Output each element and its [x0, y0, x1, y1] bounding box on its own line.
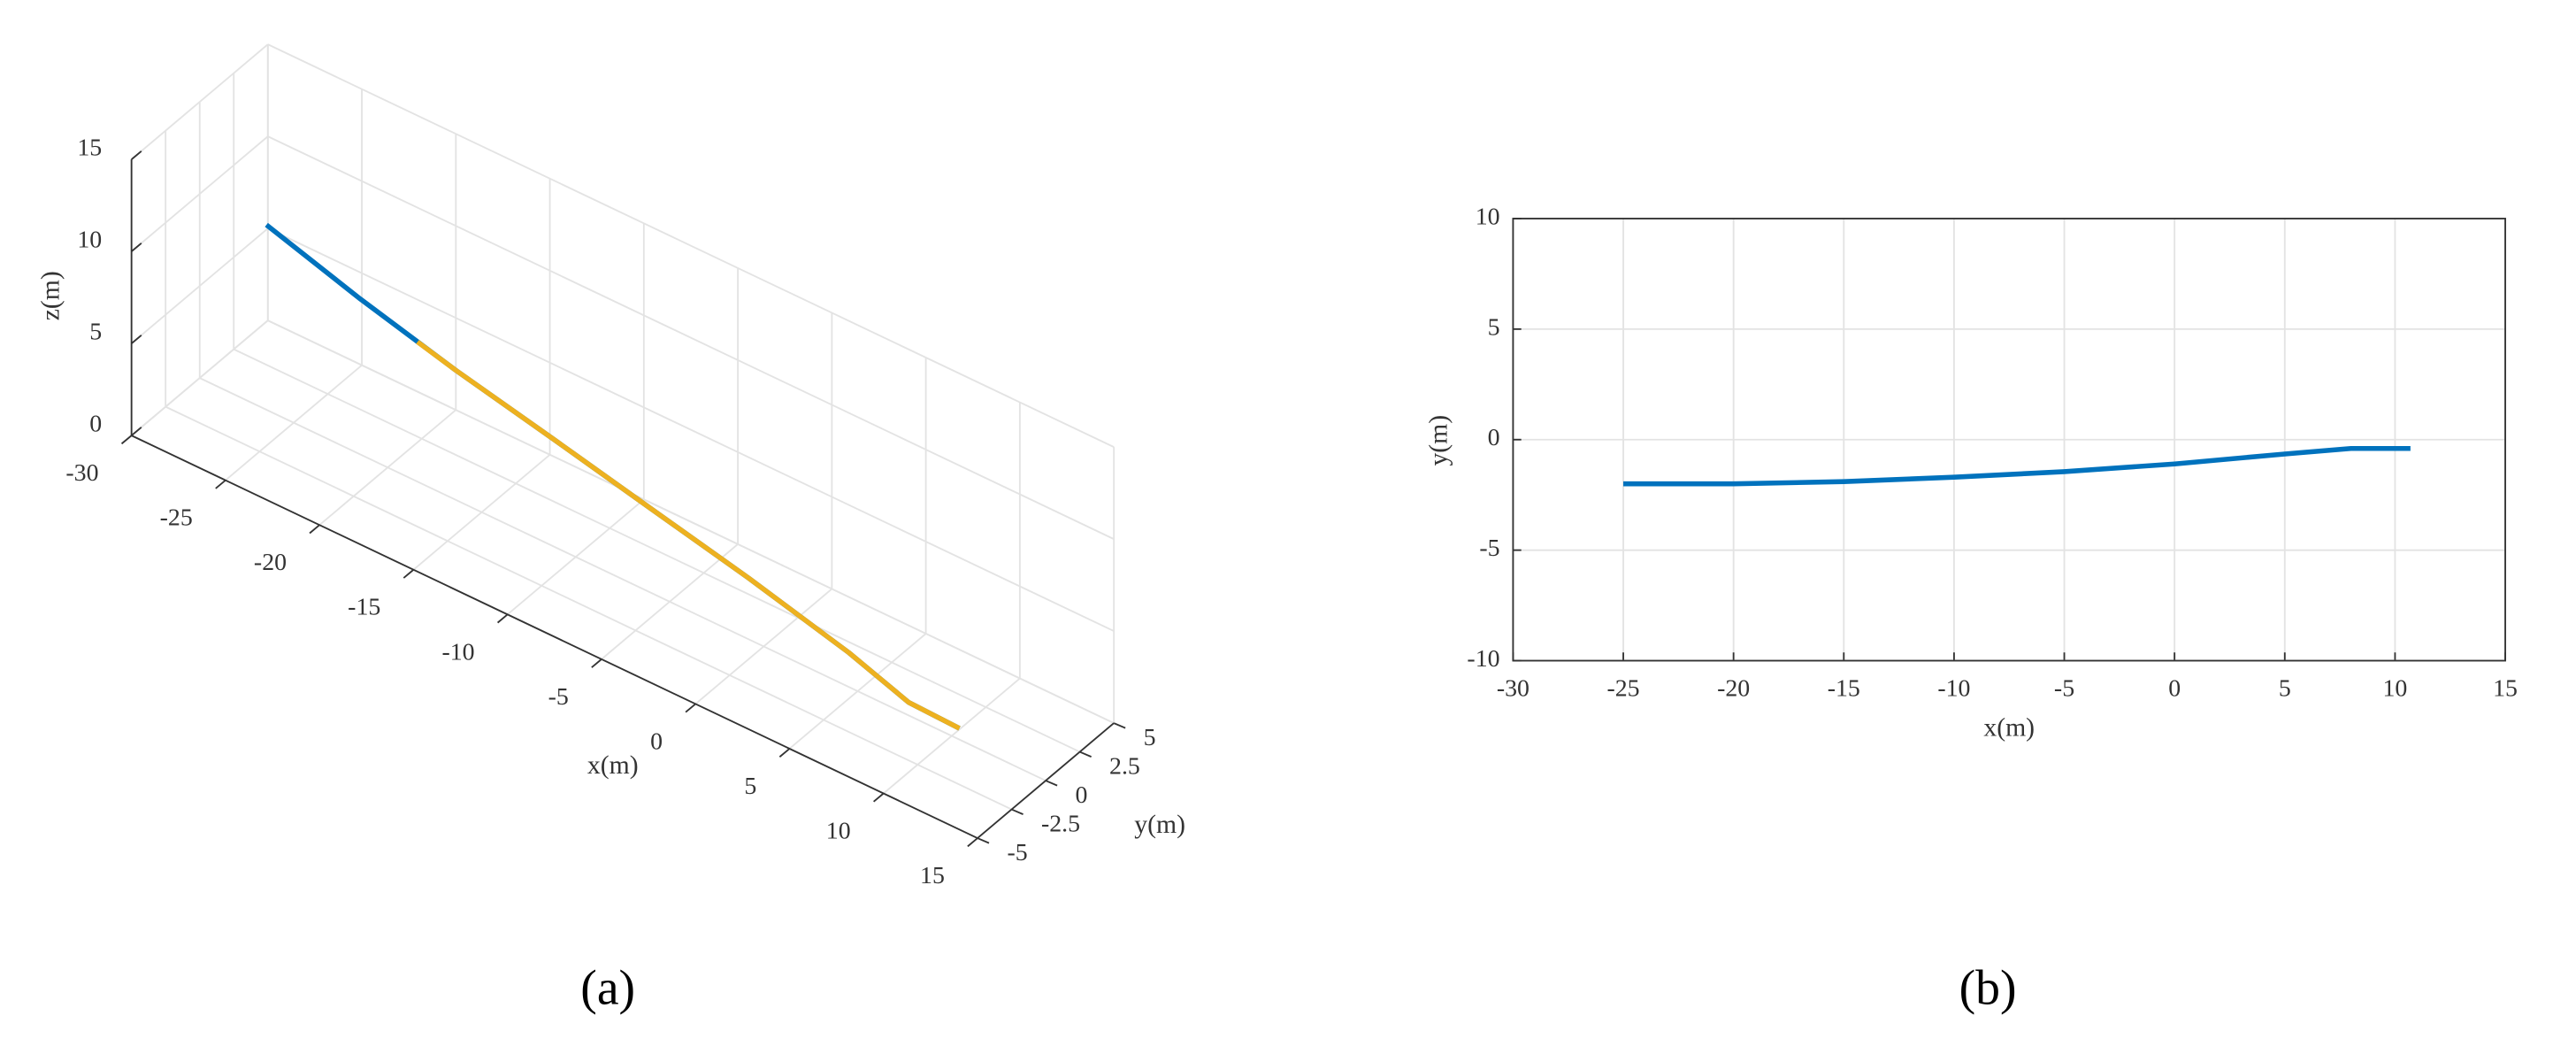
grid-line — [165, 405, 1012, 811]
grid-line — [131, 319, 269, 436]
y-tick-label: 5 — [1144, 724, 1156, 751]
z-tick-label: 5 — [89, 318, 102, 345]
y-tick-label: -2.5 — [1041, 811, 1080, 838]
x-axis-label: x(m) — [1983, 713, 2035, 742]
tick-mark — [215, 479, 226, 489]
x-tick-label: -20 — [1717, 674, 1750, 702]
tick-mark — [591, 658, 602, 668]
trajectory-line — [1623, 445, 2411, 487]
tick-mark — [131, 242, 142, 252]
x-axis-label: x(m) — [587, 751, 639, 780]
y-tick-label: -5 — [1479, 535, 1499, 562]
x-tick-label: -10 — [441, 638, 474, 666]
tick-mark — [131, 150, 142, 160]
x-tick-label: -25 — [1606, 674, 1639, 702]
grid-line — [267, 135, 1115, 540]
y-tick-label: 5 — [1488, 313, 1500, 341]
grid-line — [267, 227, 1115, 632]
x-tick-label: 10 — [2382, 674, 2407, 702]
x-tick-label: 0 — [2168, 674, 2181, 702]
grid-line — [131, 227, 269, 344]
tick-mark — [967, 837, 978, 848]
y-tick-label: 0 — [1076, 781, 1088, 809]
tick-mark — [977, 837, 990, 844]
plot-frame — [1512, 218, 2506, 662]
grid-line — [131, 135, 269, 252]
grid-line — [131, 43, 269, 160]
x-axis — [131, 435, 978, 839]
x-tick-label: -15 — [348, 594, 380, 621]
grid-line — [233, 348, 1081, 753]
tick-mark — [685, 703, 696, 713]
z-tick-label: 0 — [89, 410, 102, 437]
tick-mark — [131, 427, 142, 436]
x-tick-label: 10 — [826, 817, 851, 844]
caption: (a) — [580, 960, 635, 1015]
z-tick-label: 10 — [77, 226, 102, 253]
x-tick-label: -5 — [548, 683, 569, 711]
x-tick-label: -10 — [1937, 674, 1970, 702]
y-tick-label: 10 — [1476, 203, 1500, 230]
x-tick-label: -25 — [160, 504, 193, 532]
trajectory-line — [416, 340, 961, 731]
tick-mark — [1079, 750, 1092, 758]
tick-mark — [873, 792, 885, 803]
z-tick-label: 15 — [77, 134, 102, 161]
x-tick-label: -15 — [1828, 674, 1860, 702]
y-axis-label: y(m) — [1134, 811, 1185, 839]
tick-mark — [778, 748, 791, 758]
y-tick-label: 0 — [1488, 424, 1500, 451]
x-tick-label: -30 — [1497, 674, 1530, 702]
caption: (b) — [1959, 960, 2017, 1015]
x-tick-label: 5 — [2279, 674, 2291, 702]
x-tick-label: 15 — [2493, 674, 2518, 702]
tick-mark — [1045, 780, 1058, 787]
x-tick-label: -30 — [65, 459, 98, 487]
tick-mark — [309, 524, 320, 535]
tick-mark — [120, 435, 133, 445]
grid-line — [199, 377, 1046, 781]
y-tick-label: -5 — [1007, 839, 1027, 866]
tick-mark — [496, 613, 509, 624]
tick-mark — [1113, 722, 1126, 729]
x-tick-label: -20 — [254, 549, 287, 576]
y-tick-label: -10 — [1467, 645, 1499, 673]
tick-mark — [1011, 808, 1024, 816]
grid-line — [267, 319, 1115, 724]
z-axis-label: z(m) — [36, 271, 65, 320]
x-tick-label: 5 — [744, 773, 756, 800]
y-axis-label: y(m) — [1425, 415, 1453, 466]
y-tick-label: 2.5 — [1109, 753, 1140, 781]
x-tick-label: 15 — [920, 862, 945, 889]
tick-mark — [402, 569, 415, 579]
x-tick-label: -5 — [2054, 674, 2074, 702]
x-tick-label: 0 — [650, 727, 663, 755]
grid-line — [267, 43, 1115, 448]
tick-mark — [131, 335, 142, 344]
